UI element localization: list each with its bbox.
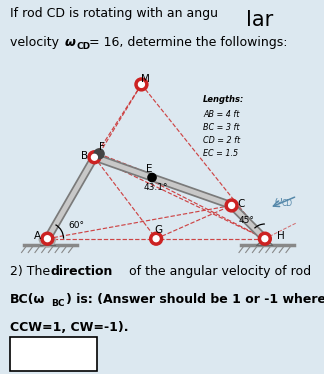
Text: BC = 3 ft: BC = 3 ft	[203, 123, 240, 132]
Wedge shape	[39, 239, 56, 247]
Text: Lengths:: Lengths:	[203, 95, 245, 104]
Circle shape	[41, 232, 54, 245]
Text: direction: direction	[50, 265, 113, 278]
Circle shape	[225, 199, 238, 212]
Circle shape	[94, 149, 104, 159]
Text: BC(ω: BC(ω	[10, 293, 45, 306]
Text: M: M	[141, 74, 150, 84]
Text: ω: ω	[275, 196, 283, 205]
Polygon shape	[257, 239, 273, 245]
Circle shape	[258, 232, 271, 245]
Text: CCW=1, CW=-1).: CCW=1, CW=-1).	[10, 321, 128, 334]
Circle shape	[148, 174, 156, 182]
Text: = 16, determine the followings:: = 16, determine the followings:	[89, 36, 288, 49]
Text: BC: BC	[51, 299, 65, 308]
Circle shape	[88, 151, 101, 164]
Circle shape	[91, 154, 97, 160]
Text: G: G	[155, 226, 163, 236]
Text: ω: ω	[65, 36, 76, 49]
Text: 45°: 45°	[239, 215, 255, 224]
Circle shape	[153, 236, 159, 242]
Circle shape	[262, 236, 268, 242]
Text: CD = 2 ft: CD = 2 ft	[203, 136, 240, 145]
Text: If rod CD is rotating with an angu: If rod CD is rotating with an angu	[10, 7, 218, 20]
Circle shape	[138, 82, 145, 88]
Text: F: F	[99, 142, 105, 152]
Text: CD: CD	[282, 199, 293, 208]
Circle shape	[229, 202, 235, 208]
Text: of the angular velocity of rod: of the angular velocity of rod	[125, 265, 311, 278]
Text: velocity: velocity	[10, 36, 63, 49]
Text: 2) The: 2) The	[10, 265, 54, 278]
Text: 43.1°: 43.1°	[143, 183, 168, 192]
Circle shape	[135, 78, 148, 91]
Text: ) is: (Answer should be 1 or -1 where: ) is: (Answer should be 1 or -1 where	[66, 293, 324, 306]
Text: H: H	[277, 232, 285, 241]
Text: 60°: 60°	[69, 221, 85, 230]
Text: lar: lar	[246, 10, 273, 30]
Text: B: B	[81, 151, 88, 161]
Text: CD: CD	[76, 42, 90, 51]
Text: A: A	[34, 232, 41, 241]
Text: AB = 4 ft: AB = 4 ft	[203, 110, 239, 119]
Circle shape	[150, 232, 163, 245]
Circle shape	[44, 236, 50, 242]
Bar	[10, 337, 97, 371]
Text: EC = 1.5: EC = 1.5	[203, 149, 238, 159]
Text: C: C	[237, 199, 245, 209]
Text: E: E	[146, 164, 152, 174]
